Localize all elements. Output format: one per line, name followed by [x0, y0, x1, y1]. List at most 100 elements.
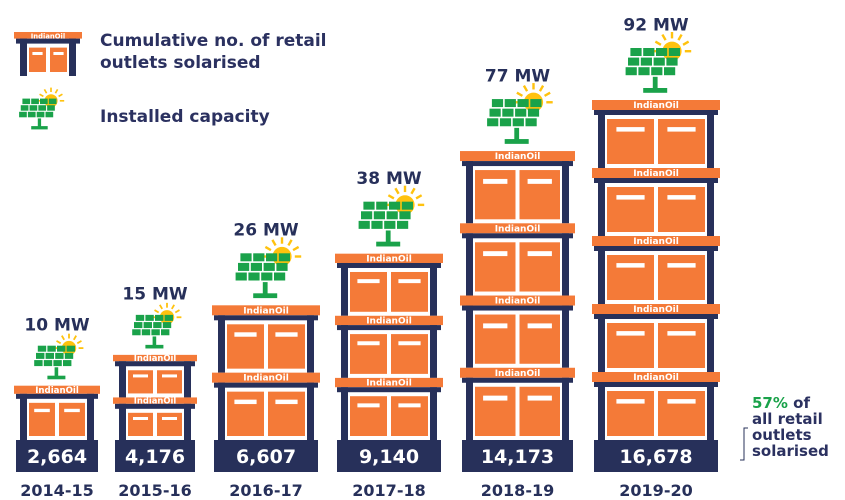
brand-text: IndianOil	[134, 353, 177, 363]
solar-cell	[57, 345, 66, 352]
slab	[337, 387, 441, 393]
solar-icon	[625, 32, 692, 93]
pump	[658, 187, 705, 232]
roof	[592, 304, 720, 314]
solar-cell	[162, 322, 172, 329]
pillar	[466, 161, 473, 224]
outlet-stack: IndianOil IndianOil IndianOil IndianOil	[460, 151, 575, 440]
pump-window	[357, 279, 380, 284]
pump	[59, 402, 85, 436]
sun-ray	[39, 93, 44, 98]
solar-cell	[274, 272, 286, 281]
solar-cell	[143, 322, 152, 329]
pump-window	[133, 374, 148, 378]
sun-ray	[264, 245, 272, 252]
brand-text: IndianOil	[366, 379, 412, 389]
pump-window	[483, 395, 508, 401]
pump-window	[616, 263, 645, 268]
pump	[607, 391, 654, 436]
solar-cell	[401, 201, 413, 210]
pillar	[119, 361, 126, 398]
brand-text: IndianOil	[134, 396, 177, 406]
pillar	[341, 387, 348, 440]
solar-cell	[250, 262, 262, 271]
legend-icons: IndianOil	[14, 32, 82, 130]
value-label: 14,173	[481, 446, 554, 468]
value-box	[214, 440, 318, 472]
solar-cell	[64, 352, 74, 359]
solar-cell	[278, 253, 290, 262]
solar-stand	[262, 282, 268, 295]
brand-text: IndianOil	[633, 169, 679, 179]
pump-window	[667, 127, 696, 132]
solar-cell	[643, 48, 655, 56]
pillar	[598, 314, 605, 372]
value-label: 16,678	[619, 446, 692, 468]
solar-base	[253, 293, 278, 299]
solar-cell	[132, 329, 141, 336]
pump-window	[616, 399, 645, 404]
value-box	[337, 440, 441, 472]
slab	[16, 393, 98, 399]
pump	[519, 242, 560, 292]
roof	[460, 151, 575, 162]
solar-stand	[54, 367, 59, 377]
pump	[475, 170, 516, 220]
solar-cell	[134, 322, 143, 329]
pump-window	[527, 395, 552, 401]
solar-cell	[20, 105, 29, 111]
pump	[50, 47, 67, 72]
roof	[460, 295, 575, 306]
solar-cell	[399, 211, 411, 220]
solar-cell	[361, 211, 373, 220]
solar-cell	[656, 48, 668, 56]
solar-cell	[276, 262, 288, 271]
slab	[337, 262, 441, 268]
pillar	[430, 387, 437, 440]
sun-ray	[677, 33, 683, 41]
pillar	[598, 178, 605, 236]
capacity-label: 10 MW	[24, 315, 89, 335]
solar-cell	[527, 108, 540, 117]
solar-cell	[31, 98, 39, 105]
pump	[519, 170, 560, 220]
pump-window	[483, 178, 508, 184]
brand-text: IndianOil	[243, 306, 289, 316]
solar-cell	[36, 111, 45, 118]
pump	[227, 391, 264, 436]
solar-cell	[266, 253, 278, 262]
pillar	[184, 403, 191, 440]
pump-window	[483, 323, 508, 329]
pump-window	[398, 341, 421, 346]
solar-cell	[668, 48, 680, 56]
pump	[268, 391, 305, 436]
solar-base	[376, 241, 401, 247]
pump-window	[667, 263, 696, 268]
pump	[658, 323, 705, 368]
sun-ray	[538, 85, 545, 92]
outlet-stack: IndianOil IndianOil IndianOil	[335, 253, 443, 440]
pump-window	[483, 251, 508, 257]
sun-ray	[516, 91, 524, 97]
sun-ray	[654, 40, 662, 46]
pump-window	[275, 399, 298, 405]
pillar	[430, 262, 437, 316]
sun-ray	[682, 40, 690, 46]
brand-text: IndianOil	[633, 237, 679, 247]
pump	[475, 314, 516, 364]
roof	[113, 397, 197, 404]
solar-cell	[38, 105, 47, 111]
pump	[350, 271, 387, 312]
pillar	[707, 178, 714, 236]
roof	[212, 305, 320, 316]
pillar	[598, 246, 605, 304]
brand-text: IndianOil	[243, 374, 289, 384]
brand-text: IndianOil	[366, 254, 412, 264]
solar-cell	[664, 67, 676, 76]
pump-window	[53, 51, 64, 55]
year-label: 2017-18	[352, 481, 425, 500]
solar-cell	[638, 67, 650, 76]
capacity-label: 15 MW	[122, 285, 187, 305]
roof	[335, 253, 443, 263]
sun-ray	[522, 85, 529, 92]
